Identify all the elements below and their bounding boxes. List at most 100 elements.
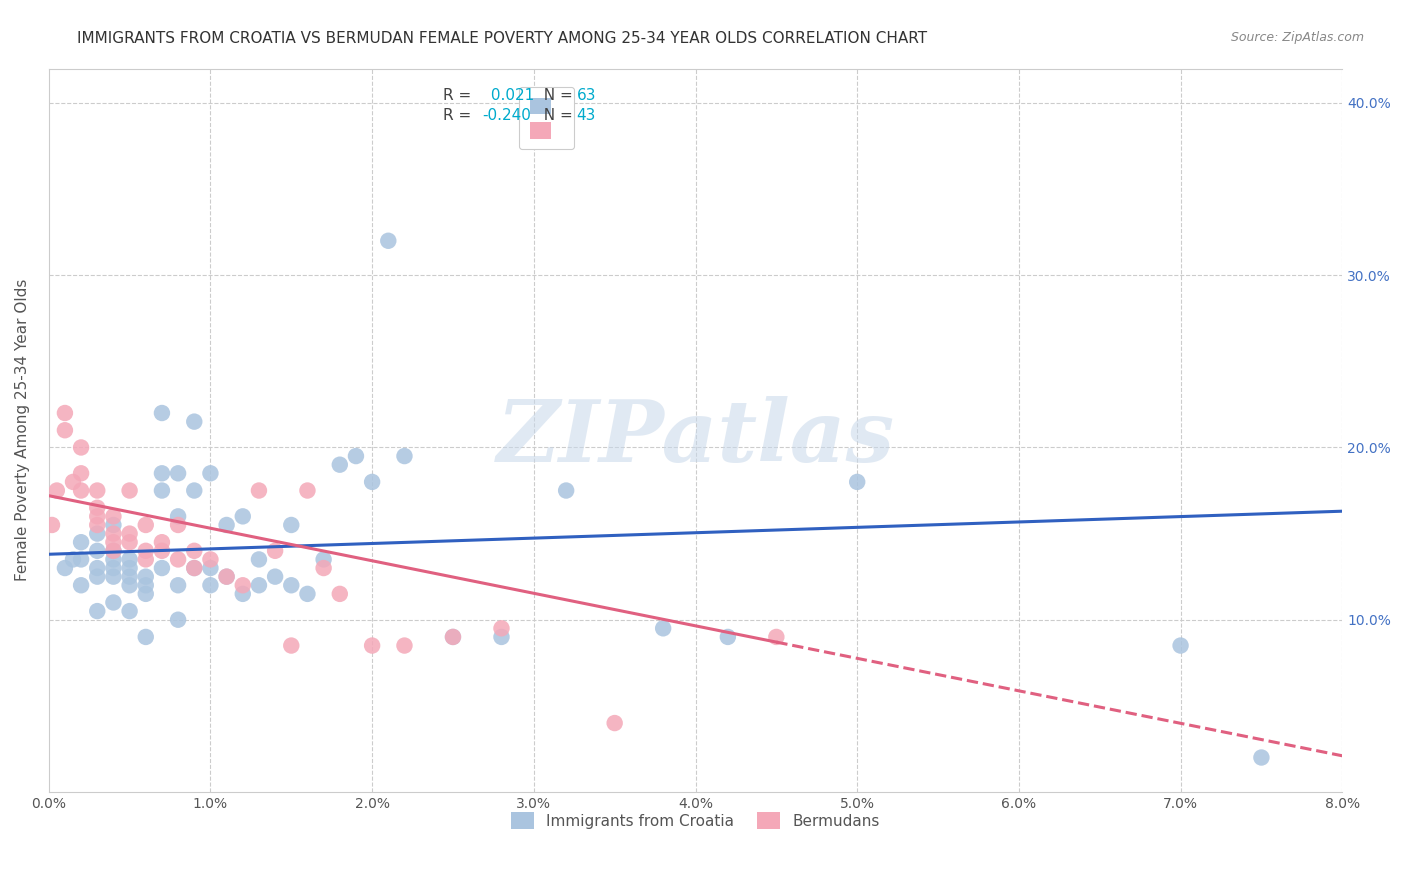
Point xyxy=(70,483,93,498)
Point xyxy=(103,552,125,566)
Point xyxy=(45,483,67,498)
Point xyxy=(86,518,108,533)
Point xyxy=(167,552,190,566)
Point xyxy=(53,406,76,420)
Point xyxy=(118,561,141,575)
Point xyxy=(103,535,125,549)
Point xyxy=(86,509,108,524)
Point xyxy=(53,561,76,575)
Point xyxy=(167,578,190,592)
Point xyxy=(264,569,287,583)
Point xyxy=(135,544,157,558)
Point xyxy=(394,639,416,653)
Point xyxy=(135,552,157,566)
Point xyxy=(103,544,125,558)
Point xyxy=(86,483,108,498)
Y-axis label: Female Poverty Among 25-34 Year Olds: Female Poverty Among 25-34 Year Olds xyxy=(15,279,30,582)
Point xyxy=(183,561,205,575)
Point xyxy=(846,475,869,489)
Point xyxy=(765,630,787,644)
Point xyxy=(70,467,93,481)
Point xyxy=(232,578,254,592)
Point xyxy=(70,535,93,549)
Point xyxy=(200,578,222,592)
Point xyxy=(150,535,173,549)
Point xyxy=(329,587,352,601)
Point xyxy=(215,569,238,583)
Point xyxy=(62,475,84,489)
Point xyxy=(70,552,93,566)
Legend: Immigrants from Croatia, Bermudans: Immigrants from Croatia, Bermudans xyxy=(505,806,886,835)
Point xyxy=(86,604,108,618)
Point xyxy=(329,458,352,472)
Text: N =: N = xyxy=(534,108,578,123)
Point xyxy=(103,561,125,575)
Point xyxy=(70,441,93,455)
Point xyxy=(183,415,205,429)
Point xyxy=(1170,639,1192,653)
Point xyxy=(118,578,141,592)
Point xyxy=(441,630,464,644)
Point xyxy=(377,234,399,248)
Point xyxy=(86,500,108,515)
Point xyxy=(118,535,141,549)
Point xyxy=(118,604,141,618)
Point xyxy=(150,544,173,558)
Point xyxy=(103,569,125,583)
Point xyxy=(312,552,335,566)
Point xyxy=(232,587,254,601)
Point xyxy=(70,578,93,592)
Point xyxy=(135,569,157,583)
Point xyxy=(200,552,222,566)
Text: IMMIGRANTS FROM CROATIA VS BERMUDAN FEMALE POVERTY AMONG 25-34 YEAR OLDS CORRELA: IMMIGRANTS FROM CROATIA VS BERMUDAN FEMA… xyxy=(77,31,928,46)
Point xyxy=(280,578,302,592)
Point xyxy=(361,475,384,489)
Point xyxy=(247,483,270,498)
Point xyxy=(150,561,173,575)
Point xyxy=(183,561,205,575)
Point xyxy=(53,423,76,437)
Point xyxy=(312,561,335,575)
Point xyxy=(103,595,125,609)
Point xyxy=(86,526,108,541)
Point xyxy=(118,483,141,498)
Point xyxy=(603,716,626,731)
Point xyxy=(247,578,270,592)
Point xyxy=(183,544,205,558)
Point xyxy=(135,587,157,601)
Point xyxy=(361,639,384,653)
Point xyxy=(135,518,157,533)
Point xyxy=(491,621,513,635)
Point xyxy=(103,518,125,533)
Point xyxy=(280,639,302,653)
Point xyxy=(441,630,464,644)
Point xyxy=(652,621,675,635)
Point xyxy=(150,406,173,420)
Point xyxy=(167,509,190,524)
Point xyxy=(86,561,108,575)
Point xyxy=(150,483,173,498)
Point xyxy=(555,483,578,498)
Point xyxy=(200,467,222,481)
Point xyxy=(394,449,416,463)
Point xyxy=(280,518,302,533)
Point xyxy=(247,552,270,566)
Text: R =: R = xyxy=(443,87,477,103)
Point xyxy=(118,526,141,541)
Point xyxy=(232,509,254,524)
Point xyxy=(118,569,141,583)
Point xyxy=(103,526,125,541)
Point xyxy=(150,467,173,481)
Point xyxy=(135,630,157,644)
Point xyxy=(717,630,740,644)
Point xyxy=(297,587,319,601)
Point xyxy=(491,630,513,644)
Point xyxy=(167,613,190,627)
Point xyxy=(215,569,238,583)
Text: 43: 43 xyxy=(576,108,596,123)
Point xyxy=(86,544,108,558)
Text: 0.021: 0.021 xyxy=(486,87,534,103)
Text: Source: ZipAtlas.com: Source: ZipAtlas.com xyxy=(1230,31,1364,45)
Point xyxy=(297,483,319,498)
Point xyxy=(118,552,141,566)
